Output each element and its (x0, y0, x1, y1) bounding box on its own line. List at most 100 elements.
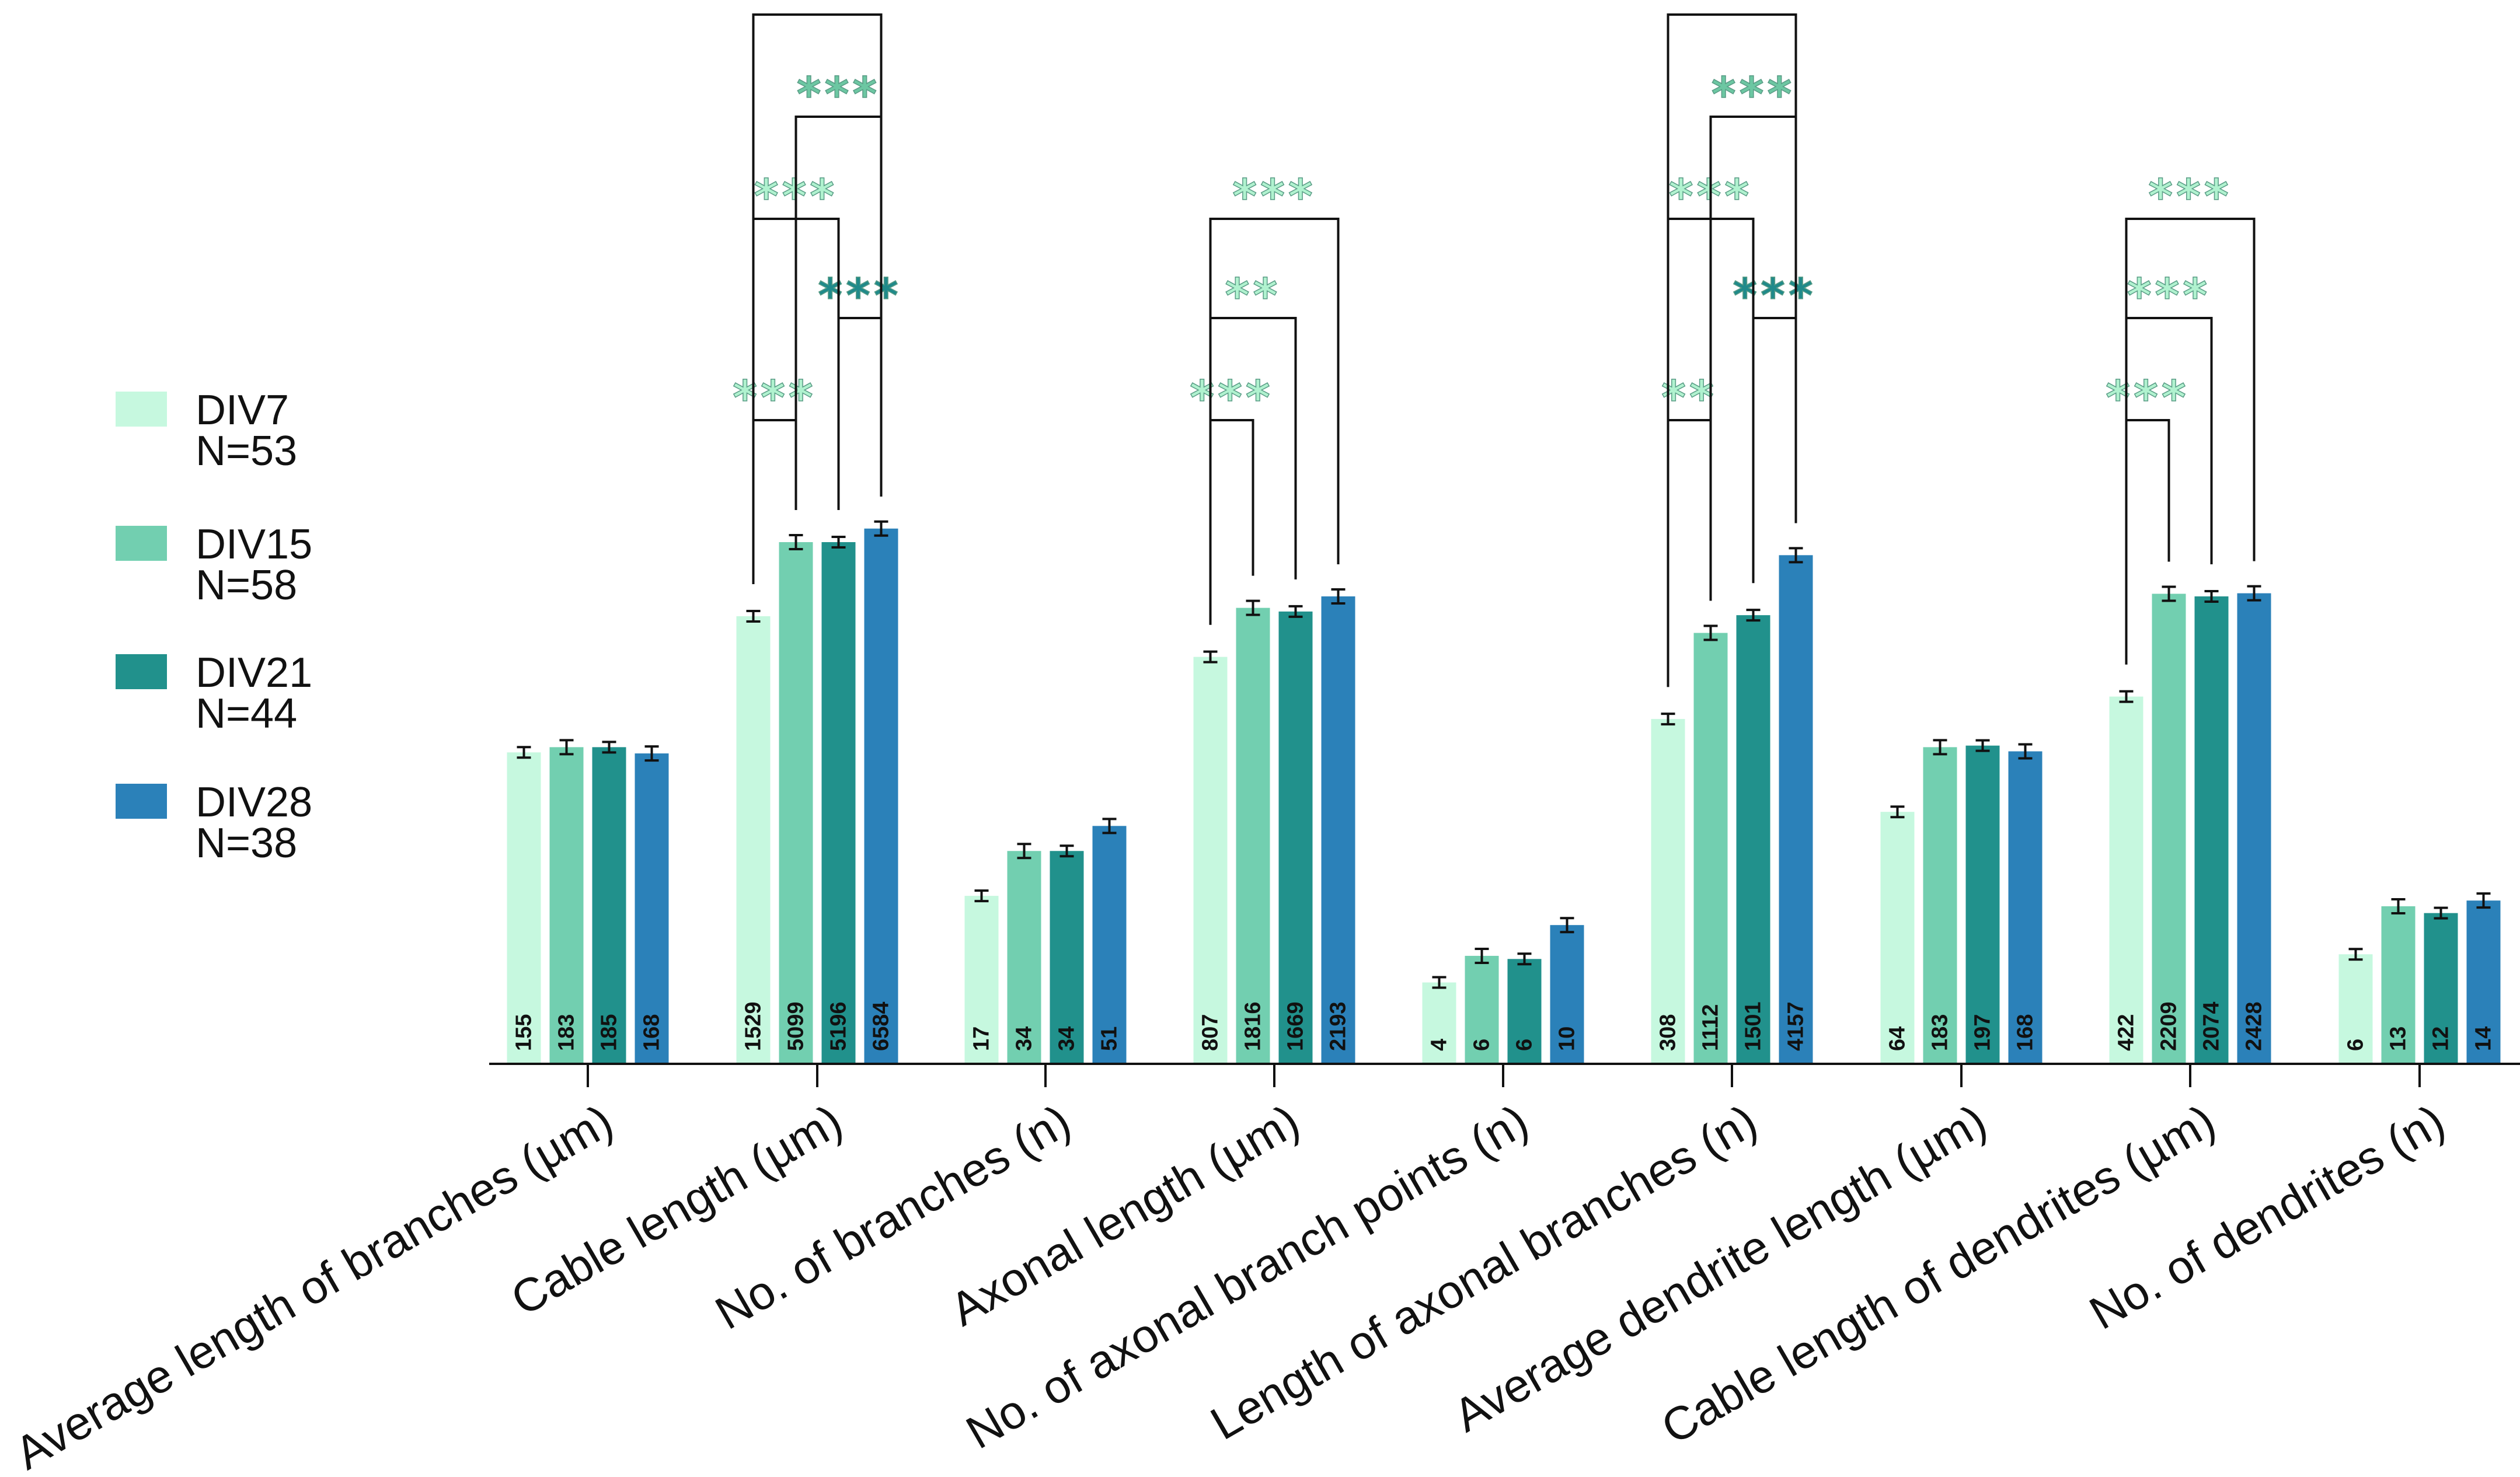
significance-stars: *** (1733, 269, 1817, 323)
bar-div28-cable-length-m (864, 528, 898, 1064)
data-label: 12 (2429, 1026, 2453, 1051)
bar-div28-no-of-branches-n (1092, 826, 1127, 1064)
bar-div7-no-of-dendrites-n (2338, 954, 2373, 1064)
bar-div7-cable-length-of-dendrites-m (2109, 696, 2143, 1064)
data-label: 6 (2344, 1039, 2368, 1051)
bar-div21-no-of-branches-n (1050, 851, 1084, 1064)
data-label: 168 (2013, 1014, 2038, 1051)
bar-div7-no-of-branches-n (964, 896, 999, 1064)
bar-div15-no-of-axonal-branch-points-n (1465, 955, 1499, 1064)
bar-div15-no-of-branches-n (1007, 851, 1041, 1064)
data-label: 34 (1055, 1026, 1079, 1051)
significance-stars: *** (1190, 371, 1274, 425)
bar-div15-average-length-of-branches-m (549, 747, 584, 1064)
bar-div7-cable-length-m (736, 616, 771, 1064)
data-label: 51 (1097, 1026, 1122, 1051)
significance-stars: ** (1661, 371, 1717, 425)
bar-div7-average-length-of-branches-m (507, 752, 541, 1064)
data-label: 185 (597, 1014, 622, 1051)
legend-swatch-div28 (116, 784, 167, 819)
data-label: 64 (1885, 1026, 1910, 1051)
significance-bracket (837, 317, 883, 510)
bar-div15-axonal-length-m (1236, 607, 1270, 1064)
data-label: 6584 (869, 1001, 894, 1051)
bar-div15-no-of-dendrites-n (2381, 906, 2416, 1064)
significance-stars: *** (1712, 68, 1796, 122)
data-label: 2193 (1326, 1001, 1351, 1051)
data-label: 168 (640, 1014, 664, 1051)
legend-label-div28: DIV28 (196, 779, 312, 826)
bar-div7-average-dendrite-length-m (1880, 812, 1915, 1064)
significance-bracket (1667, 13, 1797, 687)
data-label: 2074 (2200, 1001, 2224, 1051)
significance-stars: *** (818, 269, 902, 323)
bar-div21-axonal-length-m (1278, 611, 1313, 1064)
data-label: 422 (2114, 1014, 2139, 1051)
data-label: 2428 (2242, 1001, 2267, 1051)
data-label: 1501 (1741, 1001, 1766, 1051)
legend-label-div7: DIV7 (196, 387, 289, 434)
bar-div28-no-of-axonal-branch-points-n (1550, 925, 1584, 1064)
data-label: 183 (1928, 1014, 1953, 1051)
data-label: 4157 (1784, 1001, 1808, 1051)
significance-stars: *** (754, 170, 838, 224)
data-label: 155 (512, 1014, 536, 1051)
bar-div28-average-dendrite-length-m (2008, 751, 2043, 1064)
significance-brackets: ****************************************… (732, 0, 2256, 687)
significance-stars: *** (2106, 371, 2190, 425)
bars: 155 1529 17 807 4 308 64 422 6 183 5099 34 1816 6 1112… (507, 520, 2501, 1064)
significance-stars: *** (2148, 170, 2232, 224)
data-label: 34 (1012, 1026, 1037, 1051)
data-label: 197 (1971, 1014, 1995, 1051)
data-label: 5099 (784, 1001, 808, 1051)
significance-stars: *** (733, 371, 817, 425)
significance-bracket (1209, 218, 1340, 625)
x-axis: Average length of branches (µm)Cable len… (6, 1063, 2520, 1477)
data-label: 807 (1198, 1014, 1223, 1051)
bar-div21-length-of-axonal-branches-n (1736, 615, 1770, 1064)
significance-stars: *** (797, 68, 881, 122)
data-label: 13 (2386, 1026, 2411, 1051)
bar-div28-average-length-of-branches-m (635, 753, 669, 1064)
bar-div21-cable-length-m (821, 542, 856, 1064)
legend-swatch-div21 (116, 654, 167, 689)
bar-div7-no-of-axonal-branch-points-n (1422, 982, 1456, 1064)
significance-stars: *** (2127, 269, 2211, 323)
data-label: 6 (1470, 1039, 1494, 1051)
bar-div28-axonal-length-m (1321, 596, 1355, 1064)
data-label: 1816 (1241, 1001, 1266, 1051)
legend-n-div7: N=53 (196, 428, 297, 474)
significance-bracket (752, 13, 883, 584)
bar-div7-length-of-axonal-branches-n (1651, 719, 1685, 1064)
significance-bracket (2125, 218, 2256, 665)
bar-div21-no-of-axonal-branch-points-n (1507, 959, 1542, 1064)
data-label: 17 (970, 1026, 994, 1051)
significance-stars: *** (775, 0, 859, 20)
legend-n-div28: N=38 (196, 820, 297, 867)
bar-div21-average-length-of-branches-m (592, 747, 626, 1064)
data-label: 5196 (827, 1001, 851, 1051)
significance-stars: *** (1669, 170, 1753, 224)
legend-swatch-div15 (116, 526, 167, 561)
data-label: 4 (1427, 1039, 1452, 1051)
bar-div15-cable-length-m (779, 542, 813, 1064)
bar-div15-average-dendrite-length-m (1923, 747, 1957, 1064)
data-label: 10 (1555, 1026, 1580, 1051)
bar-div28-length-of-axonal-branches-n (1779, 555, 1813, 1064)
data-label: 308 (1656, 1014, 1681, 1051)
bar-div28-no-of-dendrites-n (2466, 900, 2501, 1064)
bar-div28-cable-length-of-dendrites-m (2237, 593, 2271, 1064)
bar-div21-no-of-dendrites-n (2424, 913, 2458, 1064)
significance-bracket (1209, 419, 1254, 625)
data-label: 6 (1512, 1039, 1537, 1051)
data-label: 1112 (1699, 1004, 1723, 1051)
legend-label-div21: DIV21 (196, 650, 312, 696)
data-label: 183 (555, 1014, 579, 1051)
bar-div21-average-dendrite-length-m (1965, 745, 2000, 1064)
data-label: 14 (2472, 1026, 2496, 1051)
significance-bracket (1752, 317, 1797, 584)
legend-n-div21: N=44 (196, 690, 297, 737)
bar-div15-cable-length-of-dendrites-m (2152, 593, 2186, 1064)
bar-div15-length-of-axonal-branches-n (1693, 633, 1728, 1064)
